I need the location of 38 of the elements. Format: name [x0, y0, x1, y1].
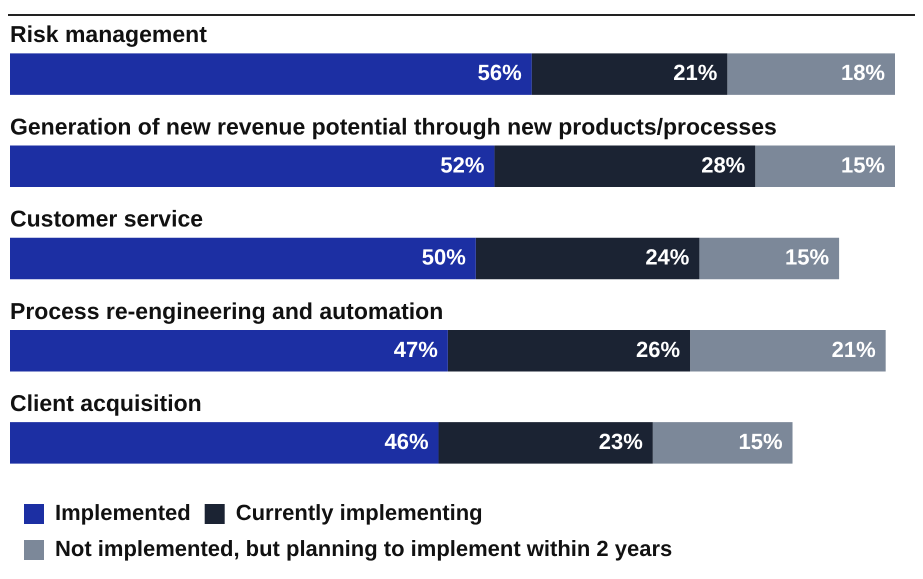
- y-tick-label: Generation of new revenue potential through new products/processes: [10, 113, 777, 140]
- data-label: 56%: [478, 60, 522, 86]
- data-label: 52%: [440, 152, 484, 178]
- data-label: 46%: [384, 428, 429, 454]
- bar: [10, 422, 439, 464]
- bar: [755, 146, 895, 188]
- data-label: 24%: [645, 244, 690, 270]
- data-label: 47%: [394, 336, 438, 362]
- bar: [10, 146, 494, 188]
- data-label: 18%: [840, 60, 885, 86]
- y-tick-label: Customer service: [10, 206, 204, 232]
- legend-label: Not implemented, but planning to implement within 2 years: [55, 536, 672, 562]
- bar: [494, 146, 756, 188]
- bar: [652, 422, 793, 464]
- data-label: 15%: [840, 152, 885, 178]
- bar: [10, 330, 448, 372]
- y-tick-label: Client acquisition: [10, 390, 202, 416]
- data-label: 21%: [832, 336, 876, 362]
- bar: [10, 53, 532, 95]
- bar: [699, 238, 840, 280]
- legend-label: Implemented: [55, 500, 191, 526]
- bar: [10, 238, 476, 280]
- data-label: 15%: [785, 244, 830, 270]
- data-label: 15%: [738, 428, 783, 454]
- bar: [727, 53, 895, 95]
- data-label: 50%: [422, 244, 466, 270]
- y-tick-label: Process re-engineering and automation: [10, 298, 444, 324]
- data-label: 26%: [636, 336, 680, 362]
- legend-label: Currently implementing: [236, 500, 483, 526]
- data-label: 23%: [598, 428, 643, 454]
- bar: [476, 238, 700, 280]
- data-label: 21%: [673, 60, 718, 86]
- bar: [448, 330, 690, 372]
- data-label: 28%: [701, 152, 746, 178]
- y-tick-label: Risk management: [10, 21, 208, 48]
- bar: [438, 422, 653, 464]
- bar: [690, 330, 886, 372]
- bar: [532, 53, 728, 95]
